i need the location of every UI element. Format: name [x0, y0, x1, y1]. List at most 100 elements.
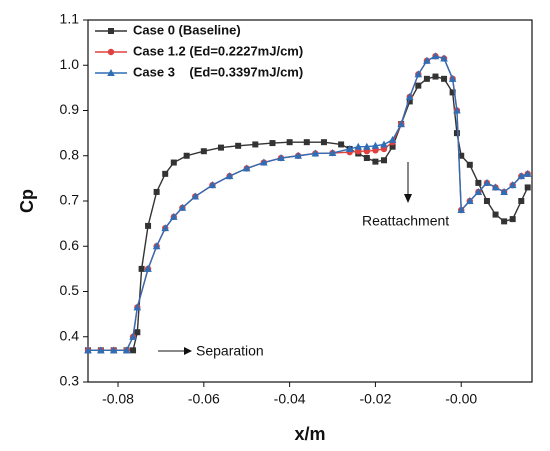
marker: [523, 169, 532, 177]
x-tick-label: -0.00: [445, 391, 477, 407]
marker: [441, 75, 448, 82]
x-tick-label: -0.04: [274, 391, 306, 407]
marker: [200, 148, 207, 155]
marker: [217, 144, 224, 151]
marker: [388, 135, 397, 143]
marker: [423, 56, 431, 64]
legend-label: Case 0 (Baseline): [133, 22, 241, 37]
marker: [500, 187, 508, 195]
marker: [286, 139, 293, 146]
marker: [303, 139, 310, 146]
marker: [311, 149, 320, 157]
marker: [453, 106, 461, 114]
marker: [458, 152, 465, 159]
marker: [406, 98, 413, 105]
marker: [153, 188, 160, 195]
marker: [252, 141, 259, 148]
marker: [371, 141, 380, 149]
marker: [109, 346, 118, 354]
marker: [457, 206, 466, 214]
annotation: Separation: [196, 343, 264, 359]
marker: [84, 346, 92, 354]
marker: [97, 346, 105, 354]
separation-arrowhead: [184, 347, 192, 355]
marker: [235, 142, 242, 149]
marker: [260, 158, 268, 166]
y-tick-label: 1.1: [60, 11, 80, 27]
marker: [144, 264, 152, 272]
marker: [269, 140, 276, 147]
marker: [524, 184, 531, 191]
marker: [492, 211, 499, 218]
y-tick-label: 0.5: [60, 282, 80, 298]
series-line: [88, 75, 529, 352]
marker: [129, 332, 137, 340]
marker: [130, 347, 137, 354]
marker: [415, 82, 422, 89]
marker: [380, 140, 388, 148]
marker: [170, 159, 177, 166]
marker: [448, 74, 457, 82]
marker: [133, 303, 142, 311]
marker: [338, 141, 345, 148]
marker: [328, 149, 337, 157]
marker: [242, 164, 251, 172]
marker: [152, 242, 161, 250]
x-axis-label: x/m: [294, 424, 325, 444]
marker: [183, 152, 190, 159]
marker: [381, 157, 387, 164]
marker: [372, 158, 379, 165]
marker: [423, 75, 430, 82]
marker: [449, 89, 456, 96]
marker: [397, 120, 405, 128]
marker: [483, 198, 490, 204]
marker: [405, 92, 414, 100]
marker: [178, 203, 187, 211]
marker: [491, 183, 500, 191]
marker: [208, 181, 217, 189]
marker: [453, 130, 460, 137]
marker: [483, 178, 491, 186]
y-tick-label: 0.9: [60, 101, 80, 117]
legend-label: Case 3 (Ed=0.3397mJ/cm): [133, 64, 303, 79]
marker: [294, 151, 303, 159]
marker: [508, 181, 517, 189]
marker: [501, 218, 508, 225]
marker: [345, 144, 354, 152]
marker: [518, 198, 525, 204]
marker: [138, 265, 145, 272]
y-tick-label: 1.0: [60, 56, 80, 72]
y-tick-label: 0.6: [60, 237, 80, 253]
legend-marker: [107, 69, 115, 76]
marker: [509, 216, 516, 223]
annotation: Reattachment: [362, 213, 449, 229]
marker: [161, 224, 170, 232]
marker: [389, 143, 396, 150]
y-tick-label: 0.7: [60, 192, 80, 208]
legend-label: Case 1.2 (Ed=0.2227mJ/cm): [133, 43, 303, 58]
marker: [162, 170, 169, 177]
marker: [320, 139, 327, 146]
marker: [431, 52, 440, 60]
marker: [225, 172, 234, 180]
marker: [432, 73, 439, 80]
x-tick-label: -0.02: [359, 391, 391, 407]
marker: [277, 154, 285, 162]
marker: [440, 54, 448, 62]
marker: [122, 346, 131, 354]
x-tick-label: -0.06: [188, 391, 220, 407]
marker: [134, 329, 141, 336]
marker: [474, 187, 483, 195]
reattachment-arrowhead: [404, 194, 412, 203]
y-tick-label: 0.4: [60, 327, 80, 343]
y-tick-label: 0.8: [60, 146, 80, 162]
marker: [475, 179, 482, 186]
y-axis-label: Cp: [17, 189, 37, 213]
legend-marker: [107, 48, 115, 56]
legend-marker: [108, 28, 114, 34]
marker: [169, 212, 178, 220]
marker: [363, 155, 370, 162]
marker: [145, 222, 152, 229]
marker: [414, 70, 423, 78]
